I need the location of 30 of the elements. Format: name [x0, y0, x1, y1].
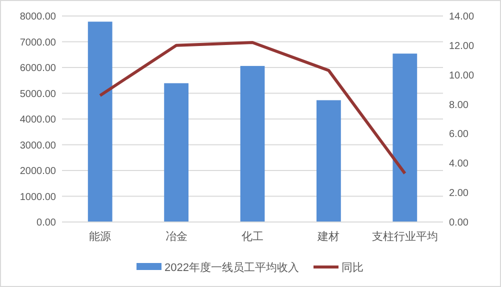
bar [392, 54, 418, 222]
y-tick-label: 5000.00 [20, 88, 56, 100]
y2-tick-label: 0.00 [449, 218, 469, 228]
bar [88, 22, 112, 222]
y-tick-label: 8000.00 [20, 12, 56, 22]
y2-tick-label: 6.00 [449, 129, 469, 140]
y-tick-label: 0.00 [36, 218, 56, 228]
y2-tick-label: 2.00 [449, 188, 469, 200]
x-tick-label: 能源 [89, 230, 112, 243]
x-tick-label: 建材 [316, 230, 340, 243]
x-tick-label: 化工 [242, 231, 264, 243]
y2-tick-label: 8.00 [449, 100, 469, 111]
y2-tick-label: 12.00 [449, 40, 474, 52]
y-tick-label: 3000.00 [20, 140, 56, 152]
y-tick-label: 4000.00 [20, 114, 56, 126]
x-tick-label: 支柱行业平均 [372, 230, 438, 243]
bar [240, 66, 265, 222]
legend-label: 2022年度一线员工平均收入 [164, 260, 299, 274]
y-tick-label: 2000.00 [20, 166, 56, 177]
y-tick-label: 7000.00 [20, 37, 56, 48]
y2-tick-label: 4.00 [449, 158, 469, 170]
y2-tick-label: 14.00 [449, 12, 474, 22]
y-tick-label: 1000.00 [20, 192, 56, 203]
x-tick-label: 冶金 [165, 231, 188, 243]
bar [164, 83, 188, 222]
y-tick-label: 6000.00 [20, 63, 56, 74]
line-series [98, 40, 406, 175]
legend-label: 同比 [342, 260, 364, 274]
y2-tick-label: 10.00 [449, 70, 474, 82]
bar [316, 100, 341, 222]
